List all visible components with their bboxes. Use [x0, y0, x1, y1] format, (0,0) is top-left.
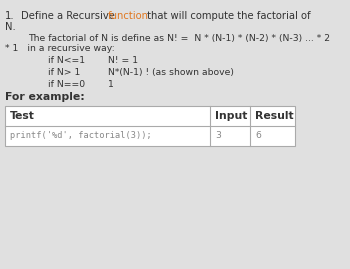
Text: that will compute the factorial of: that will compute the factorial of: [144, 11, 310, 21]
Text: if N> 1: if N> 1: [48, 68, 80, 77]
Text: 1: 1: [108, 80, 114, 89]
Text: Result: Result: [255, 111, 294, 121]
Text: N! = 1: N! = 1: [108, 56, 138, 65]
Text: 1.: 1.: [5, 11, 15, 21]
Text: function: function: [107, 11, 148, 21]
Text: 6: 6: [255, 131, 261, 140]
Text: Define a Recursive: Define a Recursive: [21, 11, 118, 21]
Text: if N<=1: if N<=1: [48, 56, 85, 65]
Text: N.: N.: [5, 22, 16, 32]
Text: Input: Input: [215, 111, 247, 121]
Text: N*(N-1) ! (as shown above): N*(N-1) ! (as shown above): [108, 68, 234, 77]
Text: The factorial of N is define as N! =  N * (N-1) * (N-2) * (N-3) ... * 2: The factorial of N is define as N! = N *…: [28, 34, 330, 43]
Text: 3: 3: [215, 131, 221, 140]
Text: if N==0: if N==0: [48, 80, 85, 89]
FancyBboxPatch shape: [5, 106, 295, 146]
Text: printf('%d', factorial(3));: printf('%d', factorial(3));: [10, 131, 152, 140]
Text: For example:: For example:: [5, 92, 85, 102]
Text: * 1   in a recursive way:: * 1 in a recursive way:: [5, 44, 115, 53]
Text: Test: Test: [10, 111, 35, 121]
